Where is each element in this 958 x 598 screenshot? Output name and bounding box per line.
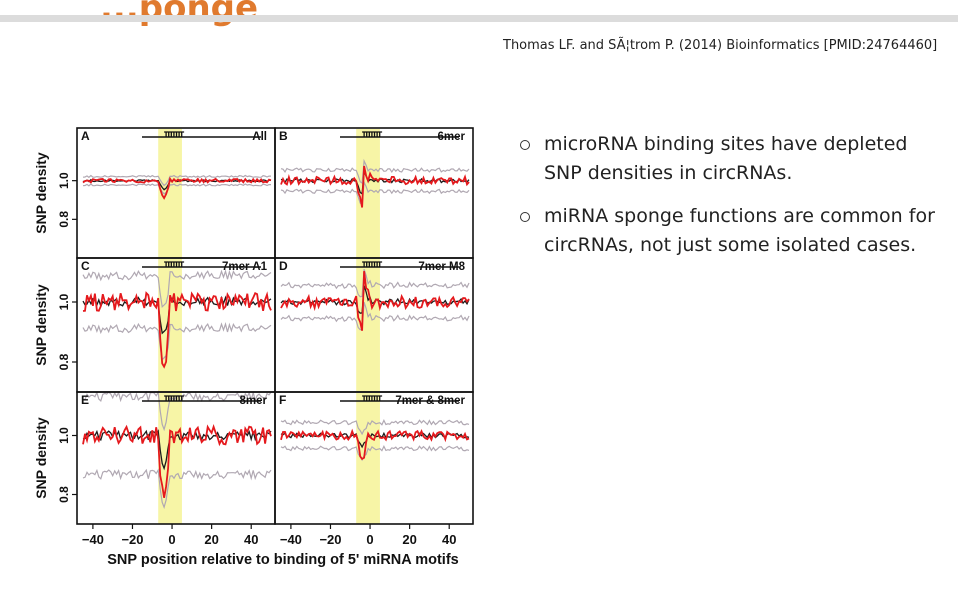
panel-motif-label: 6mer [438,131,466,143]
observed-density-line [280,165,470,208]
x-tick-label: 20 [204,532,218,547]
observed-density-line [280,270,470,331]
motif-highlight-band [356,393,380,524]
x-tick-label: 20 [402,532,416,547]
lower-envelope-line [280,180,470,206]
y-tick-label: 1.0 [57,293,71,310]
bullet-item: microRNA binding sites have depleted SNP… [520,130,940,188]
circle-bullet-icon [520,140,530,150]
motif-highlight-band [158,393,182,524]
panel-motif-label: 7mer A1 [222,261,268,273]
panel-letter: B [279,129,288,143]
observed-density-line [82,423,272,498]
y-tick-label: 0.8 [57,486,71,503]
y-tick-label: 0.8 [57,211,71,228]
citation: Thomas LF. and SÃ¦trom P. (2014) Bioinfo… [503,38,938,53]
upper-envelope-line [280,158,470,185]
bullet-text: miRNA sponge functions are common for ci… [544,205,935,256]
y-axis-label: SNP density [33,284,49,366]
panel-motif-label: 7mer M8 [418,261,465,273]
motif-highlight-band [158,129,182,258]
x-tick-label: −40 [82,532,104,547]
upper-envelope-line [82,269,272,309]
y-tick-label: 0.8 [57,353,71,370]
x-tick-label: −40 [280,532,302,547]
panel-frame [274,391,474,525]
lower-envelope-line [82,183,271,195]
lower-envelope-line [280,302,470,331]
circle-bullet-icon [520,212,530,222]
panel-letter: F [279,393,286,407]
lower-envelope-line [82,468,272,510]
upper-envelope-line [82,174,271,187]
panel-letter: D [279,259,288,273]
panel-motif-label: 7mer & 8mer [395,395,465,407]
title-divider [0,15,958,22]
motif-highlight-band [356,259,380,392]
panel-motif-label: All [252,131,267,143]
panel-letter: A [81,129,90,143]
y-tick-label: 1.0 [57,172,71,189]
observed-density-line [280,428,470,461]
x-tick-label: 0 [366,532,373,547]
x-tick-label: 40 [244,532,258,547]
panel-motif-label: 8mer [240,395,268,407]
lower-envelope-line [82,322,272,361]
lower-envelope-line [280,445,470,462]
upper-envelope-line [280,419,470,436]
bullet-list: microRNA binding sites have depleted SNP… [520,130,940,274]
x-axis-label: SNP position relative to binding of 5' m… [107,552,458,568]
panel-letter: C [81,259,90,273]
bullet-item: miRNA sponge functions are common for ci… [520,202,940,260]
x-tick-label: −20 [121,532,143,547]
slide-title: ...ponge [100,0,259,28]
bullet-text: microRNA binding sites have depleted SNP… [544,133,908,184]
y-axis-label: SNP density [33,417,49,499]
observed-density-line [82,176,272,200]
x-tick-label: −20 [319,532,341,547]
observed-density-line [82,291,272,369]
y-tick-label: 1.0 [57,427,71,444]
x-tick-label: 0 [168,532,175,547]
panel-letter: E [81,393,89,407]
upper-envelope-line [280,269,470,298]
y-axis-label: SNP density [33,152,49,234]
motif-highlight-band [356,129,380,258]
x-tick-label: 40 [442,532,456,547]
